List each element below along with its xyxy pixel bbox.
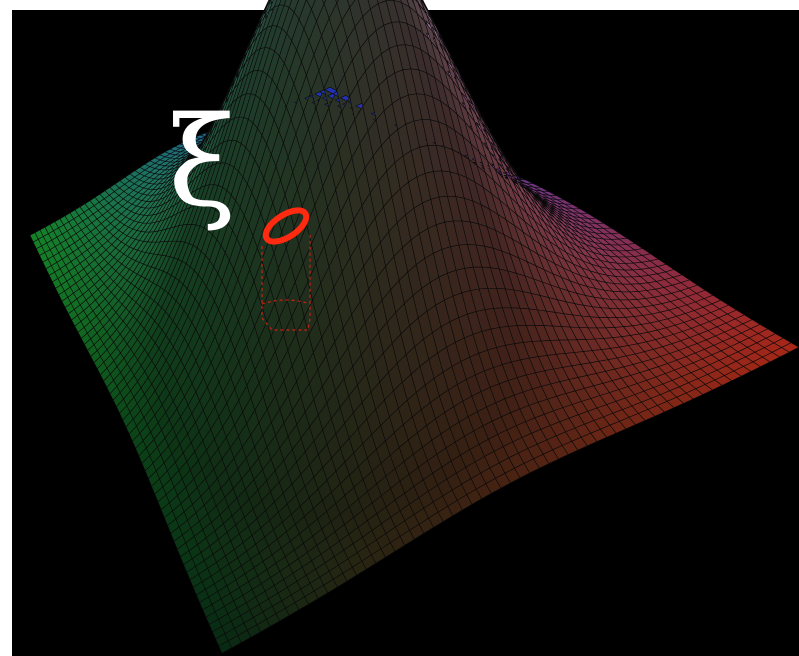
mesh-cell (347, 0, 356, 9)
mesh-cell (265, 0, 272, 8)
xi-symbol-label: ξ (168, 91, 236, 235)
mesh-cell (278, 0, 287, 6)
mesh-cell (267, 0, 270, 3)
mesh-cell (322, 0, 327, 5)
mesh-cell (273, 0, 282, 8)
mesh-cell (293, 0, 307, 20)
gaussian-surface-mesh (29, 0, 799, 654)
mesh-cell (268, 0, 271, 2)
mesh-cell (306, 0, 316, 10)
mesh-cell (288, 0, 299, 13)
mesh-cell (264, 0, 274, 18)
mesh-cell (268, 0, 278, 13)
mesh-cell (283, 0, 293, 8)
